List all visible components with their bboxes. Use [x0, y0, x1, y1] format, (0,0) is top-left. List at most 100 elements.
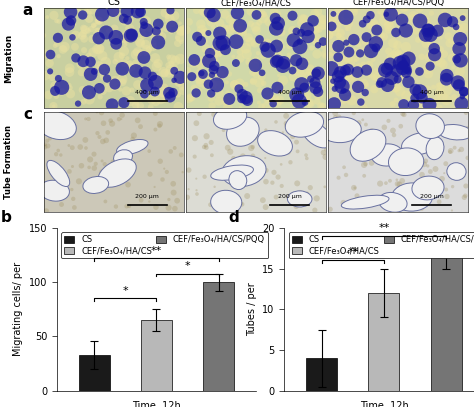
- Point: [124, 32, 131, 38]
- Point: [238, 201, 246, 208]
- Point: [198, 26, 206, 33]
- Point: [221, 11, 229, 18]
- Point: [356, 89, 363, 95]
- Point: [66, 85, 74, 91]
- Point: [351, 185, 359, 191]
- Point: [386, 61, 394, 67]
- Point: [231, 82, 238, 88]
- Point: [252, 125, 259, 131]
- Point: [177, 152, 185, 158]
- Point: [78, 61, 86, 68]
- Point: [137, 50, 144, 56]
- Point: [354, 69, 361, 75]
- Ellipse shape: [341, 195, 389, 209]
- Point: [137, 40, 145, 47]
- Point: [315, 26, 323, 33]
- Point: [400, 58, 407, 65]
- Point: [45, 92, 52, 98]
- Point: [219, 39, 227, 46]
- Point: [394, 181, 401, 187]
- Point: [273, 11, 281, 18]
- Point: [165, 9, 173, 15]
- Point: [296, 70, 303, 76]
- Point: [175, 79, 182, 85]
- Point: [90, 49, 97, 56]
- Point: [112, 9, 120, 16]
- Point: [311, 26, 319, 32]
- Point: [339, 97, 347, 103]
- Point: [335, 33, 343, 39]
- Point: [172, 57, 179, 64]
- Point: [163, 168, 171, 175]
- Point: [123, 88, 130, 94]
- Point: [367, 12, 374, 18]
- Point: [325, 32, 332, 38]
- Point: [151, 55, 159, 61]
- Point: [206, 79, 214, 85]
- Point: [140, 22, 148, 28]
- Point: [50, 12, 58, 19]
- Ellipse shape: [320, 117, 361, 142]
- Point: [191, 153, 199, 160]
- Point: [151, 88, 159, 95]
- Point: [211, 48, 219, 54]
- Point: [170, 77, 178, 83]
- Point: [58, 119, 66, 126]
- Point: [191, 57, 198, 63]
- Point: [197, 70, 204, 77]
- Point: [335, 54, 342, 61]
- Point: [136, 39, 144, 45]
- Point: [72, 55, 80, 61]
- Point: [71, 204, 78, 211]
- Point: [273, 51, 280, 57]
- Point: [296, 44, 304, 50]
- Point: [404, 68, 412, 74]
- Point: [328, 15, 336, 21]
- Point: [59, 175, 67, 181]
- Point: [456, 36, 464, 42]
- Point: [306, 100, 313, 107]
- Ellipse shape: [210, 190, 242, 214]
- Point: [372, 45, 380, 51]
- Point: [80, 98, 87, 105]
- Point: [276, 87, 283, 93]
- Point: [337, 30, 345, 36]
- Point: [85, 116, 92, 122]
- Point: [104, 129, 111, 136]
- Point: [443, 76, 450, 83]
- Point: [322, 154, 329, 160]
- Title: CS: CS: [107, 0, 120, 7]
- Point: [350, 110, 357, 116]
- Point: [360, 66, 368, 73]
- Point: [345, 66, 352, 73]
- Point: [258, 104, 265, 110]
- Point: [326, 20, 333, 26]
- Point: [298, 61, 306, 67]
- Point: [279, 131, 286, 138]
- Point: [458, 37, 465, 44]
- Point: [256, 36, 264, 43]
- Point: [158, 33, 166, 39]
- Point: [130, 132, 137, 139]
- Point: [152, 110, 159, 117]
- Point: [91, 165, 98, 171]
- Point: [211, 184, 219, 190]
- Point: [425, 55, 432, 61]
- Point: [237, 141, 244, 148]
- Point: [199, 71, 207, 77]
- Point: [94, 18, 101, 24]
- Point: [412, 89, 419, 96]
- Point: [456, 129, 464, 136]
- Point: [460, 88, 467, 95]
- Point: [51, 88, 59, 94]
- Point: [305, 69, 313, 75]
- Point: [101, 198, 109, 205]
- Point: [410, 201, 418, 208]
- Point: [458, 15, 465, 22]
- Point: [242, 45, 250, 52]
- Point: [85, 89, 93, 96]
- Point: [338, 15, 346, 22]
- Point: [244, 168, 252, 175]
- Point: [148, 96, 155, 103]
- Point: [415, 92, 422, 98]
